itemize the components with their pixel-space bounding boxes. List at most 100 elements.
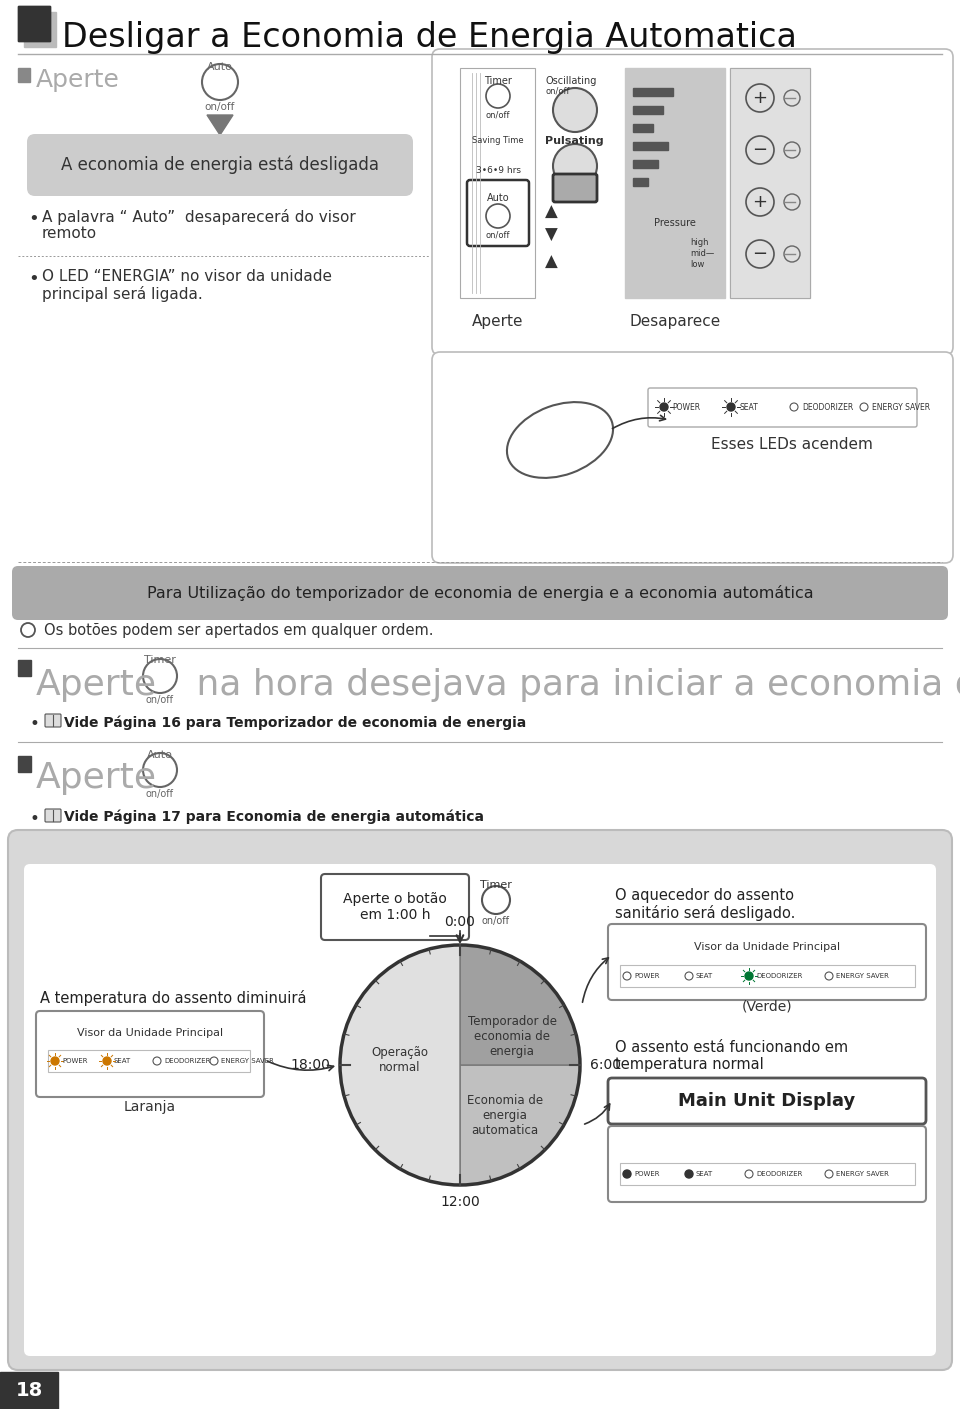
- Bar: [18, 68, 30, 82]
- FancyBboxPatch shape: [432, 49, 953, 355]
- Text: Auto: Auto: [487, 193, 510, 203]
- Text: on/off: on/off: [146, 695, 174, 704]
- Text: DEODORIZER: DEODORIZER: [756, 1171, 803, 1177]
- Text: on/off: on/off: [482, 916, 510, 926]
- Text: Desligar a Economia de Energia Automatica: Desligar a Economia de Energia Automatic…: [62, 21, 797, 55]
- Text: 12:00: 12:00: [440, 1195, 480, 1209]
- FancyBboxPatch shape: [27, 134, 413, 196]
- Text: Aperte: Aperte: [472, 314, 524, 328]
- Circle shape: [623, 1169, 631, 1178]
- Text: temperatura normal: temperatura normal: [615, 1057, 764, 1072]
- Text: on/off: on/off: [204, 101, 235, 111]
- Text: on/off: on/off: [545, 86, 569, 94]
- Text: Laranja: Laranja: [124, 1100, 176, 1115]
- FancyBboxPatch shape: [321, 874, 469, 940]
- Text: ▲: ▲: [545, 254, 558, 271]
- FancyBboxPatch shape: [608, 924, 926, 1000]
- Text: 18:00: 18:00: [290, 1058, 330, 1072]
- FancyBboxPatch shape: [8, 830, 952, 1370]
- Bar: [625, 68, 725, 297]
- FancyBboxPatch shape: [45, 809, 61, 821]
- Text: Timer: Timer: [144, 655, 176, 665]
- Text: 18: 18: [15, 1381, 42, 1399]
- Text: Pressure: Pressure: [654, 218, 696, 228]
- Text: Saving Time: Saving Time: [472, 137, 524, 145]
- Text: Auto: Auto: [207, 62, 233, 72]
- Text: −: −: [753, 245, 768, 263]
- Text: Vide Página 16 para Temporizador de economia de energia: Vide Página 16 para Temporizador de econ…: [64, 714, 526, 730]
- FancyBboxPatch shape: [553, 173, 597, 201]
- Bar: [460, 68, 535, 297]
- Text: ENERGY SAVER: ENERGY SAVER: [836, 974, 889, 979]
- Bar: [633, 178, 648, 186]
- Text: 6:00: 6:00: [590, 1058, 621, 1072]
- Text: POWER: POWER: [62, 1058, 87, 1064]
- Circle shape: [103, 1057, 111, 1065]
- Text: mid—: mid—: [690, 249, 714, 258]
- Text: Aperte o botão
em 1:00 h: Aperte o botão em 1:00 h: [343, 892, 447, 921]
- Bar: [0, 1372, 58, 1409]
- Wedge shape: [460, 945, 580, 1065]
- Text: Desaparece: Desaparece: [630, 314, 721, 328]
- Text: Vide Página 17 para Economia de energia automática: Vide Página 17 para Economia de energia …: [64, 810, 484, 824]
- Text: Timer: Timer: [484, 76, 512, 86]
- Bar: [730, 68, 810, 297]
- Text: Auto: Auto: [147, 750, 173, 759]
- Text: remoto: remoto: [42, 225, 97, 241]
- Text: •: •: [28, 210, 38, 228]
- Circle shape: [727, 403, 735, 411]
- Text: ENERGY SAVER: ENERGY SAVER: [872, 403, 930, 411]
- Text: ▲: ▲: [545, 203, 558, 221]
- FancyBboxPatch shape: [24, 864, 936, 1355]
- Text: na hora desejava para iniciar a economia de energia: na hora desejava para iniciar a economia…: [185, 668, 960, 702]
- Text: POWER: POWER: [634, 1171, 660, 1177]
- Text: A economia de energia está desligada: A economia de energia está desligada: [61, 156, 379, 175]
- Text: •: •: [30, 714, 40, 733]
- Wedge shape: [460, 1065, 580, 1185]
- Text: ENERGY SAVER: ENERGY SAVER: [221, 1058, 274, 1064]
- Bar: [48, 1050, 250, 1072]
- Bar: [620, 1162, 915, 1185]
- Text: Aperte: Aperte: [36, 761, 157, 795]
- Text: Oscillating: Oscillating: [545, 76, 596, 86]
- Text: A palavra “ Auto”  desaparecerá do visor: A palavra “ Auto” desaparecerá do visor: [42, 209, 356, 225]
- Bar: [633, 87, 673, 96]
- FancyBboxPatch shape: [432, 352, 953, 564]
- Circle shape: [51, 1057, 59, 1065]
- Text: Operação
normal: Operação normal: [372, 1045, 428, 1074]
- Bar: [620, 965, 915, 986]
- Text: DEODORIZER: DEODORIZER: [164, 1058, 210, 1064]
- Text: O assento está funcionando em: O assento está funcionando em: [615, 1040, 848, 1055]
- Bar: [24, 13, 56, 46]
- Bar: [18, 6, 50, 41]
- FancyBboxPatch shape: [608, 1078, 926, 1124]
- Wedge shape: [340, 945, 460, 1185]
- Bar: [633, 106, 663, 114]
- Text: Visor da Unidade Principal: Visor da Unidade Principal: [77, 1029, 223, 1038]
- FancyBboxPatch shape: [12, 566, 948, 620]
- Text: Visor da Unidade Principal: Visor da Unidade Principal: [694, 943, 840, 952]
- Text: Pulsating: Pulsating: [545, 137, 604, 147]
- Text: SEAT: SEAT: [696, 974, 713, 979]
- Text: POWER: POWER: [672, 403, 700, 411]
- Text: Esses LEDs acendem: Esses LEDs acendem: [711, 437, 873, 452]
- Text: Aperte: Aperte: [36, 68, 120, 92]
- Text: DEODORIZER: DEODORIZER: [802, 403, 853, 411]
- Text: on/off: on/off: [486, 110, 511, 118]
- Text: on/off: on/off: [486, 231, 511, 240]
- Bar: [633, 124, 653, 132]
- Bar: [18, 757, 31, 772]
- Text: ▼: ▼: [545, 225, 558, 244]
- Bar: [18, 659, 31, 676]
- Text: Temporador de
economia de
energia: Temporador de economia de energia: [468, 1016, 557, 1058]
- FancyBboxPatch shape: [467, 180, 529, 247]
- Text: −: −: [753, 141, 768, 159]
- Text: O aquecedor do assento: O aquecedor do assento: [615, 888, 794, 903]
- Text: high: high: [690, 238, 708, 247]
- Text: O LED “ENERGIA” no visor da unidade: O LED “ENERGIA” no visor da unidade: [42, 269, 332, 285]
- Text: POWER: POWER: [634, 974, 660, 979]
- Circle shape: [745, 972, 753, 981]
- FancyBboxPatch shape: [608, 1126, 926, 1202]
- Text: +: +: [753, 89, 767, 107]
- Text: Economia de
energia
automatica: Economia de energia automatica: [467, 1093, 543, 1137]
